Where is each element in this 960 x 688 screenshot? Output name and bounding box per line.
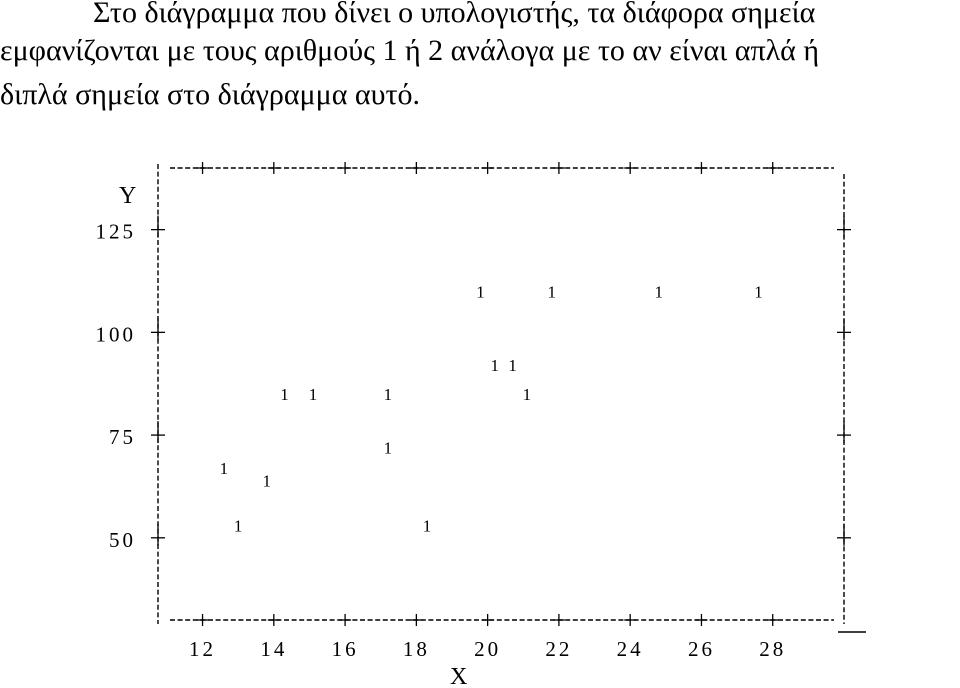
data-point: 1 xyxy=(384,385,393,404)
y-tick-label: 75 xyxy=(109,425,136,449)
data-point: 1 xyxy=(476,282,485,301)
data-point: 1 xyxy=(384,438,393,457)
x-tick-label: 28 xyxy=(759,637,786,661)
plot-frame xyxy=(157,164,866,633)
paragraph-line-2: εμφανίζονται με τους αριθμούς 1 ή 2 ανάλ… xyxy=(0,34,820,67)
y-tick-label: 125 xyxy=(96,220,137,244)
data-point: 1 xyxy=(234,516,243,535)
x-tick-label: 26 xyxy=(688,637,715,661)
y-axis-ticks: 125 100 75 50 xyxy=(96,215,851,552)
x-tick-label: 16 xyxy=(332,637,359,661)
y-tick-label: 50 xyxy=(109,528,136,552)
x-tick-label: 24 xyxy=(617,637,644,661)
data-point: 1 xyxy=(654,282,663,301)
x-tick-label: 18 xyxy=(403,637,430,661)
data-point: 1 xyxy=(491,356,500,375)
paragraph-line-1: Στο διάγραμμα που δίνει ο υπολογιστής, τ… xyxy=(93,0,816,29)
data-point: 1 xyxy=(548,282,557,301)
data-point: 1 xyxy=(280,385,289,404)
y-tick-label: 100 xyxy=(96,322,137,346)
x-tick-label: 20 xyxy=(474,637,501,661)
data-point: 1 xyxy=(523,385,532,404)
x-axis-ticks: 12 14 16 18 20 22 24 26 28 xyxy=(189,162,786,661)
paragraph-line-3: διπλά σημεία στο διάγραμμα αυτό. xyxy=(0,78,421,111)
data-point: 1 xyxy=(754,282,763,301)
y-axis-title: Y xyxy=(119,183,136,209)
data-point: 1 xyxy=(262,471,271,490)
x-axis-title: X xyxy=(450,664,467,688)
data-point: 1 xyxy=(309,385,318,404)
x-tick-label: 22 xyxy=(545,637,572,661)
x-tick-label: 14 xyxy=(260,637,287,661)
x-tick-label: 12 xyxy=(189,637,216,661)
data-point: 1 xyxy=(508,356,517,375)
data-point: 1 xyxy=(423,516,432,535)
data-point: 1 xyxy=(220,459,229,478)
